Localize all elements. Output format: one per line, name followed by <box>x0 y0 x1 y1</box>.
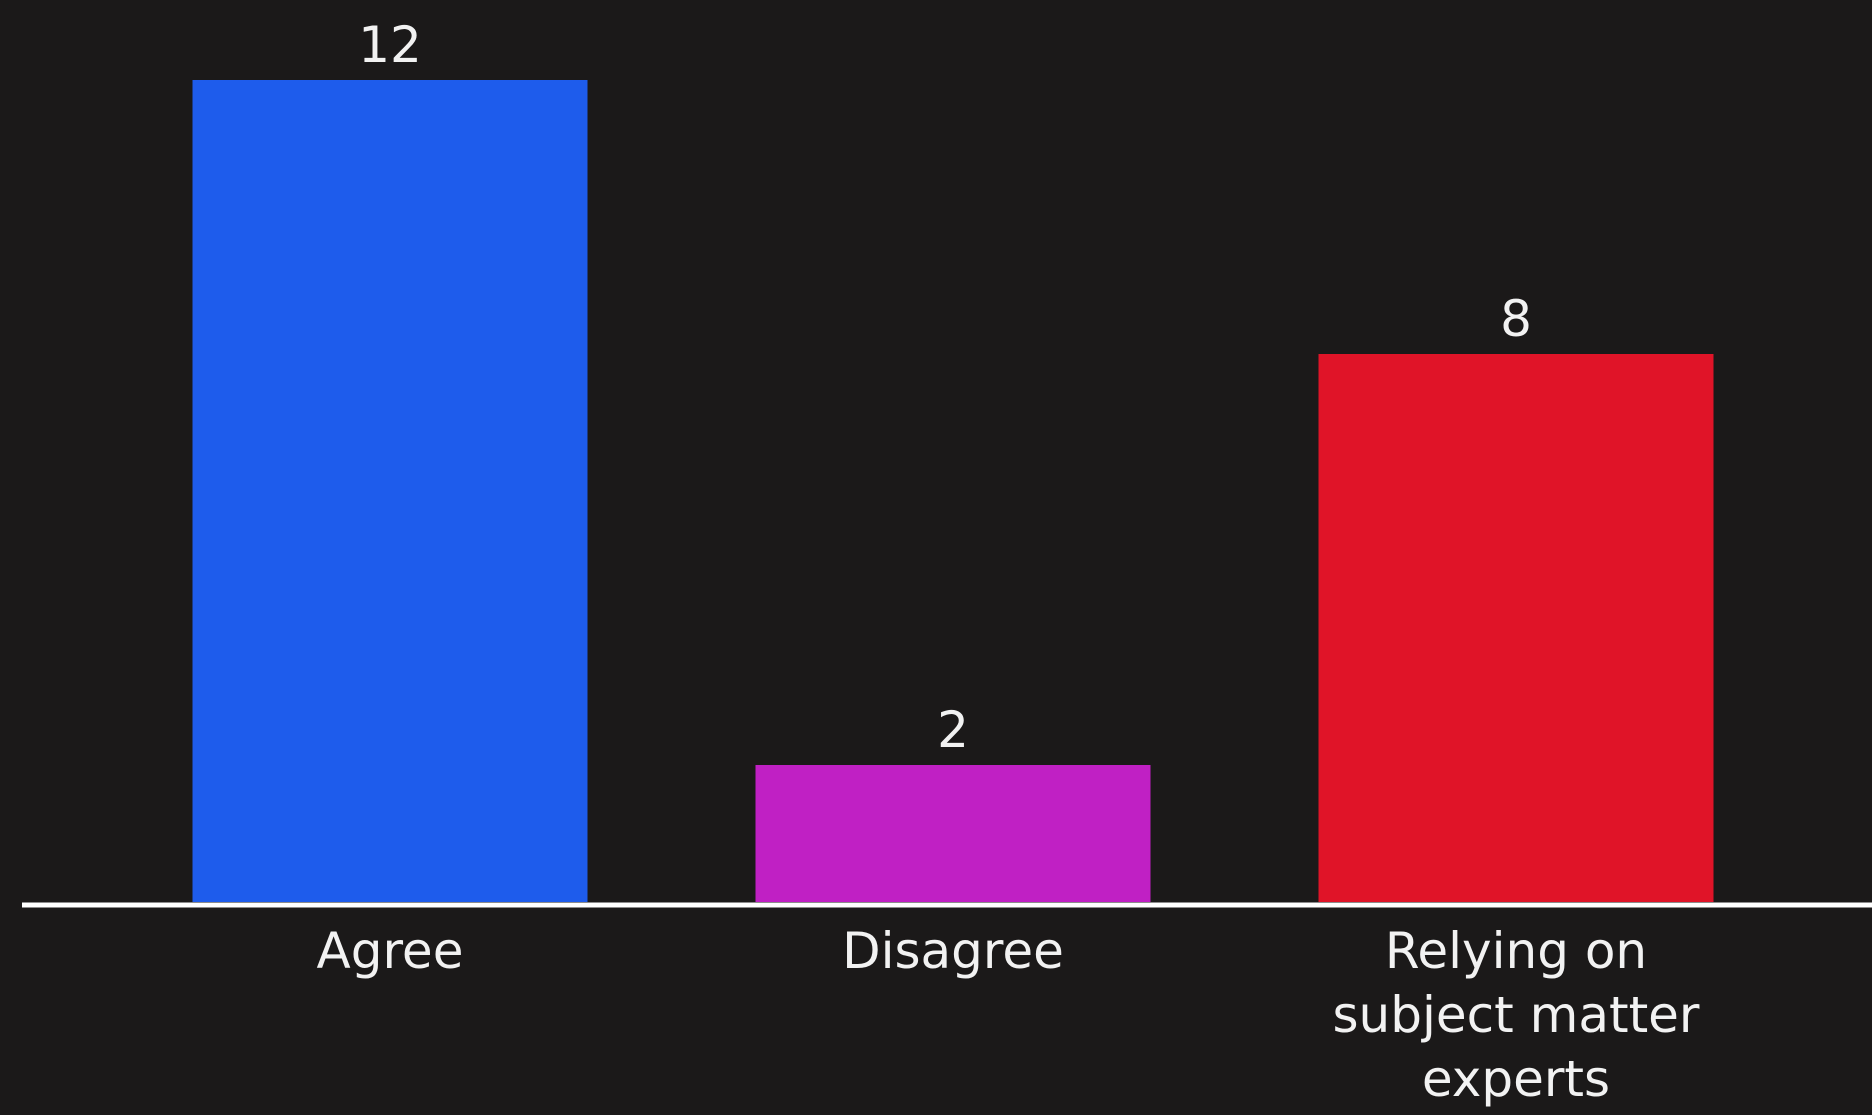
x-tick-label-line: Relying on <box>1385 922 1647 980</box>
x-tick-label-line: subject matter <box>1333 986 1700 1044</box>
x-tick-label-line: experts <box>1422 1050 1610 1108</box>
bar-relying-on-subject-matter-experts <box>1318 354 1714 902</box>
x-tick-label: Agree <box>317 922 464 980</box>
data-label: 2 <box>937 701 969 759</box>
labels-layer: 12 Agree 2 Disagree 8 Relying on subject matte… <box>317 16 1700 1108</box>
bars-layer <box>192 80 1714 902</box>
data-label: 8 <box>1500 290 1532 348</box>
x-tick-label-line: Agree <box>317 922 464 980</box>
x-tick-label: Relying on subject matter experts <box>1333 922 1700 1108</box>
x-tick-label-line: Disagree <box>842 922 1064 980</box>
bar-agree <box>192 80 588 902</box>
bar-disagree <box>755 765 1151 902</box>
x-tick-label: Disagree <box>842 922 1064 980</box>
data-label: 12 <box>358 16 422 74</box>
